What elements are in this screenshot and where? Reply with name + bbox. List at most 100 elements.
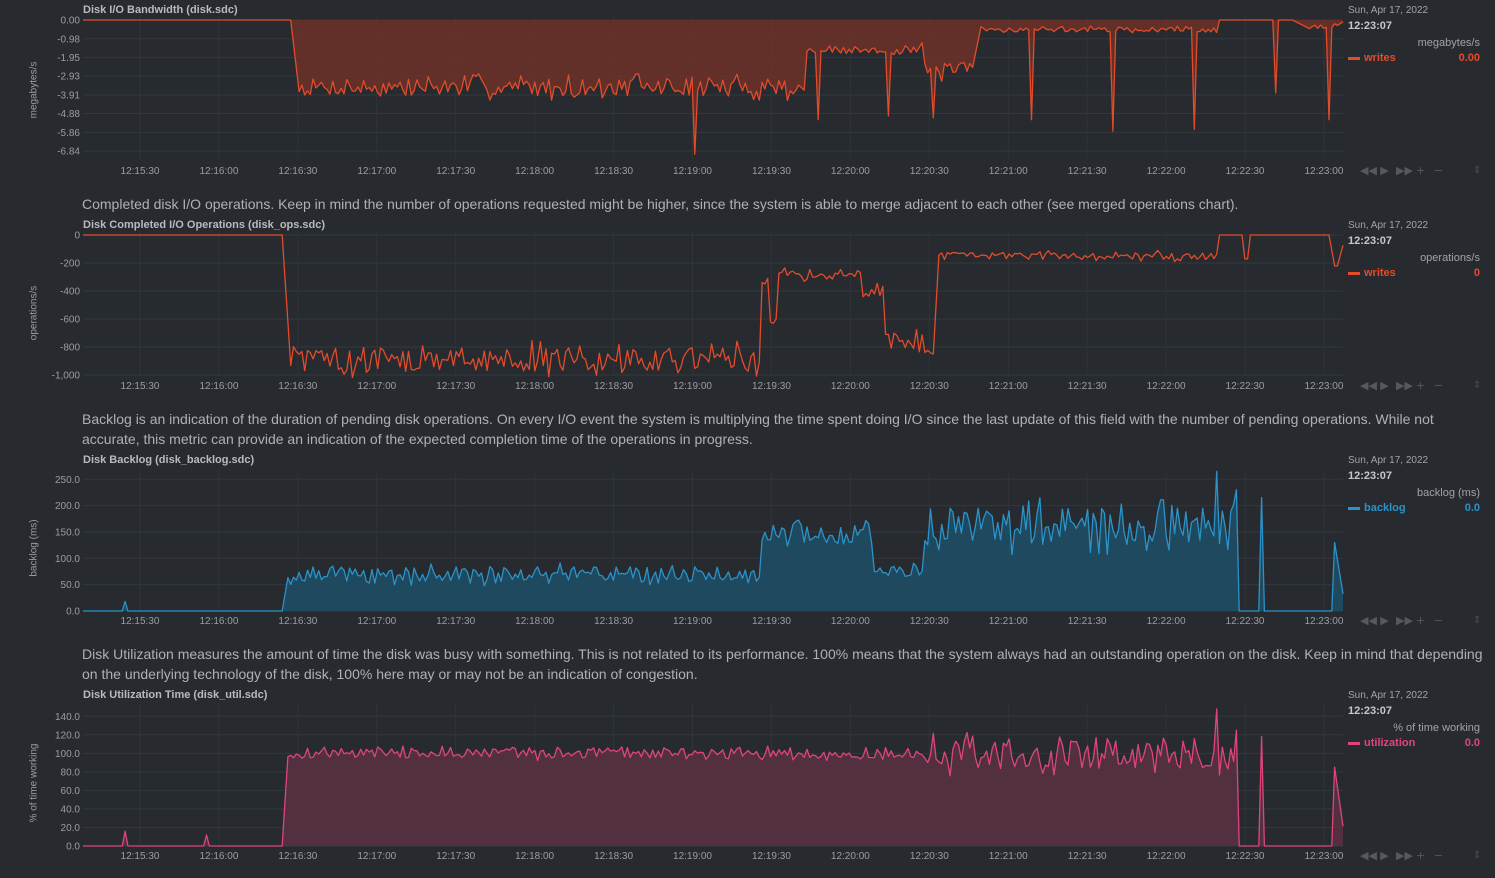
x-tick-label: 12:21:30: [1068, 381, 1107, 392]
x-tick-label: 12:22:00: [1147, 166, 1186, 177]
plot-area[interactable]: 0 -200 -400 -600 -800 -1,000 12:15:30 12:16:00 1…: [0, 215, 1495, 395]
rewind-icon[interactable]: ◀◀: [1360, 614, 1377, 627]
legend-series-backlog[interactable]: backlog 0.0: [1348, 500, 1480, 516]
x-tick-label: 12:16:30: [278, 166, 317, 177]
legend-series-name: writes: [1364, 52, 1396, 64]
x-tick-label: 12:16:00: [199, 851, 238, 862]
plot-area[interactable]: 250.0 200.0 150.0 100.0 50.0 0.0 12:15:30 12:16…: [0, 450, 1495, 630]
resize-handle-icon[interactable]: ⇕: [1473, 615, 1482, 626]
x-tick-label: 12:20:30: [910, 851, 949, 862]
y-tick-label: 80.0: [61, 767, 81, 778]
x-tick-label: 12:18:00: [515, 166, 554, 177]
x-tick-label: 12:23:00: [1304, 381, 1343, 392]
fast-forward-icon[interactable]: ▶▶: [1396, 379, 1413, 392]
zoom-out-icon[interactable]: −: [1433, 849, 1444, 862]
legend-series-utilization[interactable]: utilization 0.0: [1348, 735, 1480, 751]
fast-forward-icon[interactable]: ▶▶: [1396, 849, 1413, 862]
x-tick-label: 12:23:00: [1304, 616, 1343, 627]
x-tick-label: 12:19:30: [752, 381, 791, 392]
legend-swatch: [1348, 741, 1360, 745]
plot-area[interactable]: 0.00 -0.98 -1.95 -2.93 -3.91 -4.88 -5.86 -6.84 1…: [0, 0, 1495, 180]
y-tick-label: 0.0: [66, 607, 80, 618]
series-line-writes: [83, 19, 1344, 155]
y-tick-label: 200.0: [55, 501, 80, 512]
chart-title: Disk I/O Bandwidth (disk.sdc): [83, 4, 238, 16]
chart-title: Disk Utilization Time (disk_util.sdc): [83, 689, 268, 701]
zoom-out-icon[interactable]: −: [1433, 614, 1444, 627]
y-tick-label: 100.0: [55, 749, 80, 760]
zoom-in-icon[interactable]: +: [1415, 614, 1426, 627]
resize-handle-icon[interactable]: ⇕: [1473, 380, 1482, 391]
legend-time: 12:23:07: [1348, 705, 1393, 717]
zoom-in-icon[interactable]: +: [1415, 164, 1426, 177]
resize-handle-icon[interactable]: ⇕: [1473, 165, 1482, 176]
rewind-icon[interactable]: ◀◀: [1360, 164, 1377, 177]
legend-time: 12:23:07: [1348, 20, 1393, 32]
x-tick-label: 12:22:30: [1226, 166, 1265, 177]
legend-series-value: 0.0: [1464, 737, 1480, 749]
x-tick-label: 12:19:00: [673, 616, 712, 627]
x-tick-label: 12:17:30: [436, 851, 475, 862]
legend-swatch: [1348, 56, 1360, 60]
y-tick-label: 150.0: [55, 527, 80, 538]
play-icon[interactable]: ▶: [1380, 379, 1389, 392]
description-util: Disk Utilization measures the amount of …: [82, 646, 1483, 682]
zoom-out-icon[interactable]: −: [1433, 379, 1444, 392]
resize-handle-icon[interactable]: ⇕: [1473, 850, 1482, 861]
rewind-icon[interactable]: ◀◀: [1360, 379, 1377, 392]
x-tick-label: 12:16:00: [199, 381, 238, 392]
x-tick-label: 12:22:30: [1226, 381, 1265, 392]
zoom-in-icon[interactable]: +: [1415, 849, 1426, 862]
y-tick-label: 50.0: [61, 580, 81, 591]
chart-util: Disk Utilization Time (disk_util.sdc) % …: [0, 685, 1495, 865]
rewind-icon[interactable]: ◀◀: [1360, 849, 1377, 862]
chart-ops: Disk Completed I/O Operations (disk_ops.…: [0, 215, 1495, 395]
x-tick-label: 12:20:00: [831, 381, 870, 392]
play-icon[interactable]: ▶: [1380, 164, 1389, 177]
x-tick-label: 12:22:00: [1147, 616, 1186, 627]
x-tick-label: 12:16:30: [278, 616, 317, 627]
y-tick-label: -1,000: [52, 371, 81, 382]
legend: Sun, Apr 17, 2022 12:23:07 operations/s …: [1348, 219, 1480, 281]
legend-date: Sun, Apr 17, 2022: [1348, 690, 1429, 701]
x-tick-label: 12:20:30: [910, 381, 949, 392]
legend-series-writes[interactable]: writes 0: [1348, 265, 1480, 281]
legend-series-writes[interactable]: writes 0.00: [1348, 50, 1480, 66]
legend-series-name: backlog: [1364, 502, 1406, 514]
legend-swatch: [1348, 271, 1360, 275]
x-tick-label: 12:20:00: [831, 166, 870, 177]
y-tick-label: -2.93: [57, 72, 80, 83]
x-tick-label: 12:20:30: [910, 616, 949, 627]
fast-forward-icon[interactable]: ▶▶: [1396, 614, 1413, 627]
play-icon[interactable]: ▶: [1380, 849, 1389, 862]
series-area: [83, 20, 1343, 155]
y-tick-label: -1.95: [57, 53, 80, 64]
zoom-out-icon[interactable]: −: [1433, 164, 1444, 177]
x-tick-label: 12:20:00: [831, 616, 870, 627]
zoom-in-icon[interactable]: +: [1415, 379, 1426, 392]
y-tick-label: -600: [60, 315, 80, 326]
legend-series-value: 0.00: [1458, 52, 1480, 64]
x-tick-label: 12:18:00: [515, 616, 554, 627]
y-tick-label: 40.0: [61, 804, 81, 815]
plot-area[interactable]: 140.0 120.0 100.0 80.0 60.0 40.0 20.0 0.0 12:15:…: [0, 685, 1495, 865]
y-tick-label: -5.86: [57, 128, 80, 139]
legend: Sun, Apr 17, 2022 12:23:07 backlog (ms) …: [1348, 454, 1480, 516]
y-tick-label: -3.91: [57, 90, 80, 101]
series-area: [83, 471, 1343, 611]
legend-series-name: writes: [1364, 267, 1396, 279]
y-tick-label: -0.98: [57, 34, 80, 45]
x-tick-label: 12:15:30: [121, 166, 160, 177]
play-icon[interactable]: ▶: [1380, 614, 1389, 627]
x-tick-label: 12:19:30: [752, 616, 791, 627]
x-tick-label: 12:18:00: [515, 381, 554, 392]
x-tick-label: 12:23:00: [1304, 166, 1343, 177]
x-tick-label: 12:21:00: [989, 381, 1028, 392]
x-tick-label: 12:21:30: [1068, 166, 1107, 177]
legend-units: operations/s: [1420, 252, 1480, 264]
y-tick-label: 60.0: [61, 786, 81, 797]
fast-forward-icon[interactable]: ▶▶: [1396, 164, 1413, 177]
x-tick-label: 12:22:30: [1226, 851, 1265, 862]
x-tick-label: 12:19:00: [673, 851, 712, 862]
y-tick-label: 20.0: [61, 823, 81, 834]
